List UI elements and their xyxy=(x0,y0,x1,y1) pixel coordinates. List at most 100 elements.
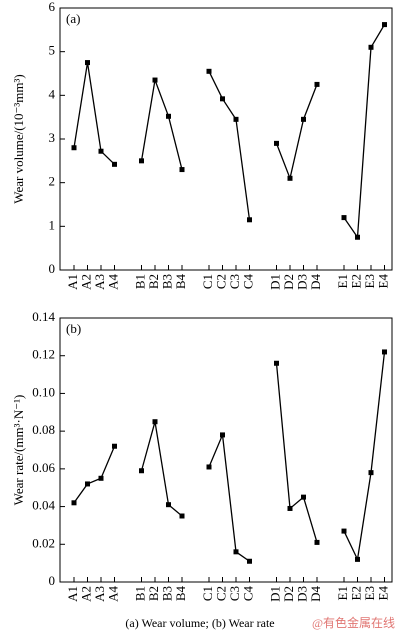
data-point xyxy=(301,494,306,500)
y-tick-label: 0.10 xyxy=(32,384,55,399)
data-point xyxy=(314,539,320,545)
x-tick-label: A3 xyxy=(92,274,107,290)
data-point xyxy=(98,148,104,154)
data-point xyxy=(274,360,279,366)
data-point xyxy=(382,349,387,355)
x-tick-label: A1 xyxy=(65,586,80,602)
data-point xyxy=(179,167,185,173)
y-tick-label: 4 xyxy=(49,86,56,101)
x-tick-label: D3 xyxy=(294,274,309,290)
data-point xyxy=(220,432,225,438)
y-tick-label: 0 xyxy=(49,573,56,588)
x-tick-label: A2 xyxy=(78,586,93,602)
x-tick-label: C2 xyxy=(213,274,228,289)
data-point xyxy=(355,556,360,562)
x-tick-label: D4 xyxy=(308,586,323,602)
x-tick-label: C4 xyxy=(240,274,255,290)
x-tick-label: D4 xyxy=(308,274,323,290)
data-line xyxy=(73,62,115,165)
x-tick-label: B4 xyxy=(173,274,188,290)
y-tick-label: 6 xyxy=(49,0,56,14)
x-tick-label: B3 xyxy=(159,586,174,601)
data-line xyxy=(140,77,183,170)
x-tick-label: C3 xyxy=(227,586,242,601)
plot-frame xyxy=(59,317,393,583)
data-point xyxy=(152,419,158,425)
x-tick-label: E2 xyxy=(348,274,363,288)
x-tick-label: A4 xyxy=(105,274,120,290)
y-tick-label: 0.02 xyxy=(32,535,55,550)
data-line xyxy=(343,24,386,240)
x-tick-label: E4 xyxy=(375,586,390,601)
x-tick-label: B1 xyxy=(132,586,147,601)
x-tick-label: B2 xyxy=(146,586,161,601)
data-point xyxy=(139,468,144,474)
x-tick-label: D2 xyxy=(281,586,296,602)
data-line xyxy=(275,84,318,181)
data-point xyxy=(368,470,374,476)
x-tick-label: E3 xyxy=(362,274,377,288)
data-point xyxy=(85,481,90,487)
x-tick-label: A3 xyxy=(92,586,107,602)
y-tick-label: 0 xyxy=(49,261,56,276)
data-point xyxy=(287,505,293,511)
caption: (a) Wear volume; (b) Wear rate xyxy=(125,616,274,630)
watermark: @有色金属在线 xyxy=(312,615,395,630)
data-point xyxy=(152,77,158,83)
y-tick-label: 2 xyxy=(49,174,56,189)
data-line xyxy=(275,363,318,543)
data-line xyxy=(208,432,250,562)
data-point xyxy=(341,528,347,534)
y-axis-label: Wear volume/(10⁻³mm³) xyxy=(11,74,26,204)
x-tick-label: C2 xyxy=(213,586,228,601)
data-line xyxy=(343,351,386,562)
data-line xyxy=(73,445,116,504)
x-tick-label: D2 xyxy=(281,274,296,290)
y-tick-label: 0.14 xyxy=(32,309,55,324)
data-point xyxy=(355,234,360,240)
x-tick-label: E1 xyxy=(335,586,350,600)
data-point xyxy=(71,500,77,506)
data-line xyxy=(208,71,251,220)
data-point xyxy=(85,60,90,66)
y-tick-label: 3 xyxy=(49,130,56,145)
data-point xyxy=(71,145,77,151)
x-tick-label: D3 xyxy=(294,586,309,602)
x-tick-label: B1 xyxy=(132,274,147,289)
x-tick-label: C4 xyxy=(240,586,255,602)
data-point xyxy=(220,96,225,102)
data-point xyxy=(166,502,171,508)
data-point xyxy=(247,558,252,564)
x-tick-label: A1 xyxy=(65,274,80,290)
data-line xyxy=(140,421,183,517)
x-tick-label: D1 xyxy=(267,274,282,290)
x-tick-label: A4 xyxy=(105,586,120,602)
y-tick-label: 0.06 xyxy=(32,460,55,475)
data-point xyxy=(206,464,212,470)
y-tick-label: 0.12 xyxy=(32,347,55,362)
x-tick-label: E3 xyxy=(362,586,377,600)
data-point xyxy=(368,44,374,50)
data-point xyxy=(287,175,293,181)
data-point xyxy=(166,113,171,119)
y-axis-label: Wear rate/(mm³·N⁻¹) xyxy=(11,395,26,506)
x-tick-label: C3 xyxy=(227,274,242,289)
data-point xyxy=(247,217,252,223)
panel-label: (a) xyxy=(66,11,80,26)
data-point xyxy=(112,443,117,449)
x-tick-label: E2 xyxy=(348,586,363,600)
data-point xyxy=(314,81,320,87)
data-point xyxy=(112,161,117,167)
x-tick-label: B2 xyxy=(146,274,161,289)
data-point xyxy=(98,475,104,481)
x-tick-label: B4 xyxy=(173,586,188,602)
y-tick-label: 5 xyxy=(49,43,56,58)
data-point xyxy=(233,116,239,122)
y-tick-label: 0.08 xyxy=(32,422,55,437)
x-tick-label: E1 xyxy=(335,274,350,288)
plot-frame xyxy=(59,7,393,271)
x-tick-label: C1 xyxy=(200,586,215,601)
y-tick-label: 1 xyxy=(49,217,56,232)
data-point xyxy=(341,215,347,221)
